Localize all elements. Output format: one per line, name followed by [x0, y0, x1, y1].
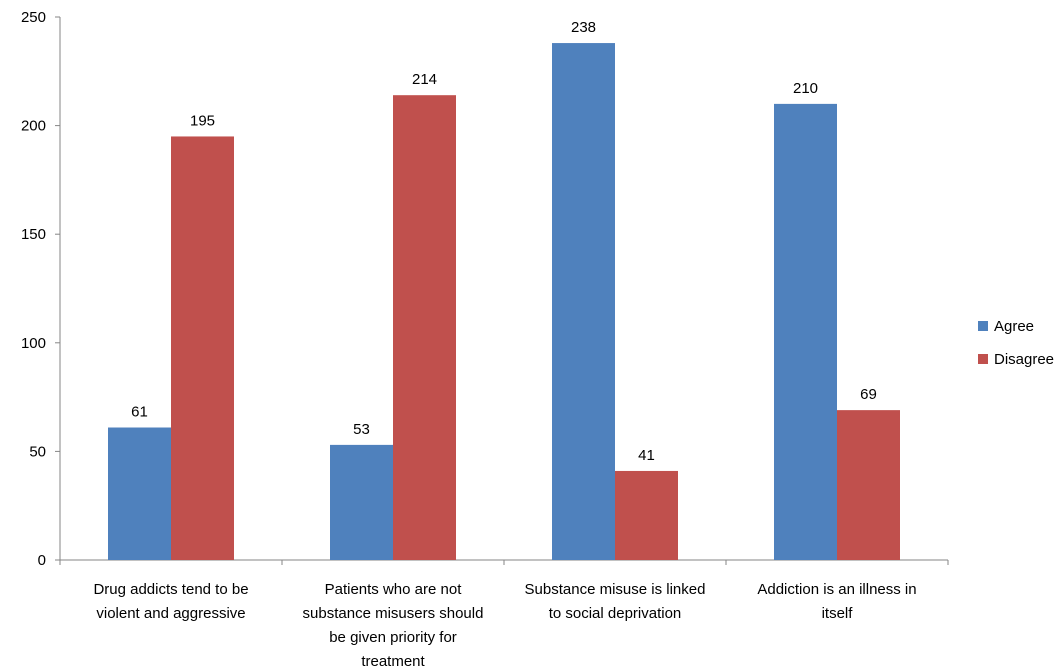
y-tick-label: 200: [21, 118, 46, 135]
data-label: 214: [412, 71, 437, 88]
legend-label: Agree: [994, 318, 1034, 335]
category-label: Substance misuse is linked: [525, 581, 706, 598]
category-label: treatment: [361, 653, 425, 667]
bar-disagree: [837, 410, 900, 560]
y-tick-label: 0: [38, 552, 46, 569]
category-label: be given priority for: [329, 629, 457, 646]
bar-agree: [552, 43, 615, 560]
y-tick-label: 250: [21, 9, 46, 26]
data-label: 61: [131, 404, 148, 421]
y-tick-label: 150: [21, 226, 46, 243]
category-label: Drug addicts tend to be: [93, 581, 248, 598]
legend: Agree Disagree: [978, 318, 1054, 368]
bar-agree: [108, 427, 171, 560]
data-label: 53: [353, 421, 370, 438]
category-label: to social deprivation: [549, 605, 682, 622]
y-tick-label: 50: [29, 443, 46, 460]
category-label: Patients who are not: [325, 581, 463, 598]
data-label: 210: [793, 80, 818, 97]
data-label: 69: [860, 386, 877, 403]
bars: [108, 43, 900, 560]
data-label: 195: [190, 112, 215, 129]
category-label: substance misusers should: [303, 605, 484, 622]
bar-disagree: [171, 136, 234, 560]
y-tick-label: 100: [21, 335, 46, 352]
bar-agree: [330, 444, 393, 560]
category-labels: Drug addicts tend to be violent and aggre…: [93, 581, 916, 667]
legend-label: Disagree: [994, 351, 1054, 368]
legend-swatch-agree: [978, 321, 988, 331]
legend-swatch-disagree: [978, 354, 988, 364]
data-label: 238: [571, 19, 596, 36]
data-labels: 61 195 53 214 238 41 210 69: [131, 19, 877, 464]
bar-disagree: [393, 95, 456, 560]
category-label: violent and aggressive: [96, 605, 245, 622]
category-label: Addiction is an illness in: [757, 581, 916, 598]
bar-disagree: [615, 470, 678, 560]
data-label: 41: [638, 447, 655, 464]
bar-agree: [774, 103, 837, 560]
category-label: itself: [822, 605, 854, 622]
